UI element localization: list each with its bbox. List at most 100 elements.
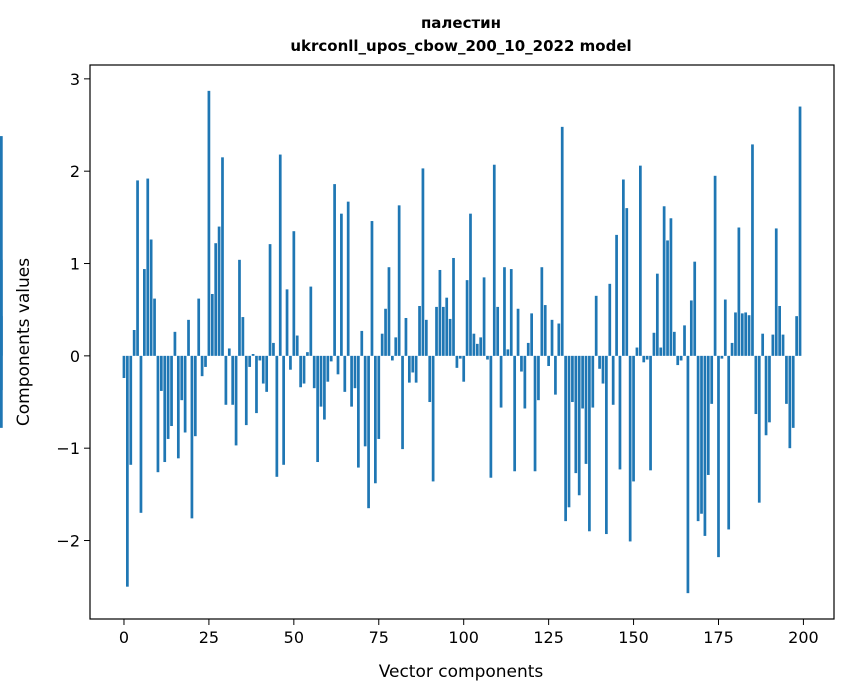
bar: [642, 355, 646, 363]
x-tick-label: 75: [369, 628, 389, 647]
x-tick-label: 200: [788, 628, 819, 647]
bar: [465, 280, 469, 356]
bar: [605, 355, 608, 535]
bar: [0, 136, 3, 356]
bar: [560, 126, 564, 356]
bar: [421, 168, 425, 356]
bar: [343, 355, 347, 392]
bar: [662, 206, 666, 356]
bar: [431, 355, 435, 482]
bar: [462, 355, 466, 382]
bar: [346, 201, 350, 356]
bar: [143, 269, 146, 356]
bar: [554, 355, 557, 395]
bar: [129, 355, 133, 465]
bar: [469, 213, 472, 356]
bar: [486, 355, 489, 360]
bar: [329, 355, 333, 362]
bar: [353, 355, 357, 389]
bar: [696, 355, 700, 522]
bar: [126, 355, 129, 587]
bar: [292, 231, 296, 356]
bar: [693, 261, 697, 356]
bar: [234, 355, 238, 446]
bar: [282, 355, 285, 465]
bar: [710, 355, 714, 404]
bar: [285, 289, 289, 356]
bar: [258, 355, 262, 361]
bar: [153, 298, 156, 356]
bar: [312, 355, 316, 389]
bar: [615, 234, 618, 356]
bar: [210, 293, 214, 356]
y-tick-label: −2: [56, 532, 80, 551]
bar: [387, 267, 391, 356]
bar: [255, 355, 258, 414]
bar: [530, 313, 533, 356]
bar: [727, 355, 731, 530]
chart-title-line1: палестин: [421, 14, 501, 32]
bar: [156, 355, 160, 473]
bar: [424, 319, 428, 356]
bar: [523, 355, 527, 409]
bar: [159, 355, 163, 391]
bar: [302, 355, 306, 384]
bar: [496, 306, 500, 356]
bar: [193, 355, 197, 437]
bar: [513, 355, 517, 472]
bar: [146, 178, 150, 356]
bar: [404, 317, 408, 356]
bar: [187, 319, 190, 356]
bar: [214, 243, 218, 356]
bar: [533, 355, 537, 472]
bar: [781, 334, 785, 356]
x-axis-label: Vector components: [379, 662, 544, 682]
bar: [730, 342, 734, 356]
bar: [672, 331, 676, 356]
bar: [574, 355, 578, 474]
bar: [669, 218, 673, 356]
bar: [265, 355, 269, 392]
bar: [380, 333, 384, 356]
bar: [374, 355, 377, 484]
bar: [268, 244, 272, 356]
x-tick-label: 0: [119, 628, 129, 647]
bar: [370, 221, 374, 356]
bar: [326, 355, 330, 382]
bars-group: [0, 90, 802, 594]
bar: [649, 355, 652, 471]
bar: [414, 355, 418, 383]
bar: [608, 283, 612, 356]
bar: [489, 355, 493, 478]
bar: [340, 213, 343, 356]
bar: [700, 355, 703, 514]
bar: [751, 144, 754, 356]
bar: [163, 355, 167, 463]
bar: [418, 305, 421, 356]
bar: [778, 305, 781, 356]
bar: [299, 355, 302, 388]
bar: [173, 331, 177, 356]
bar: [492, 164, 496, 356]
bar: [445, 297, 449, 356]
bar: [509, 269, 513, 356]
bar: [499, 355, 503, 408]
bar: [441, 306, 445, 356]
bar: [717, 355, 720, 558]
plot-frame: [89, 64, 835, 620]
bar: [676, 355, 680, 366]
bar: [659, 347, 663, 356]
bar: [482, 277, 486, 356]
bar: [788, 355, 792, 449]
bar: [601, 355, 605, 384]
bar: [703, 355, 707, 536]
bar: [176, 355, 180, 459]
bar: [289, 355, 292, 370]
bar: [241, 317, 245, 356]
bar: [149, 239, 153, 356]
bar: [635, 347, 639, 356]
bar: [723, 299, 727, 356]
bar: [261, 355, 265, 384]
bar: [584, 355, 588, 464]
bar: [547, 355, 550, 367]
